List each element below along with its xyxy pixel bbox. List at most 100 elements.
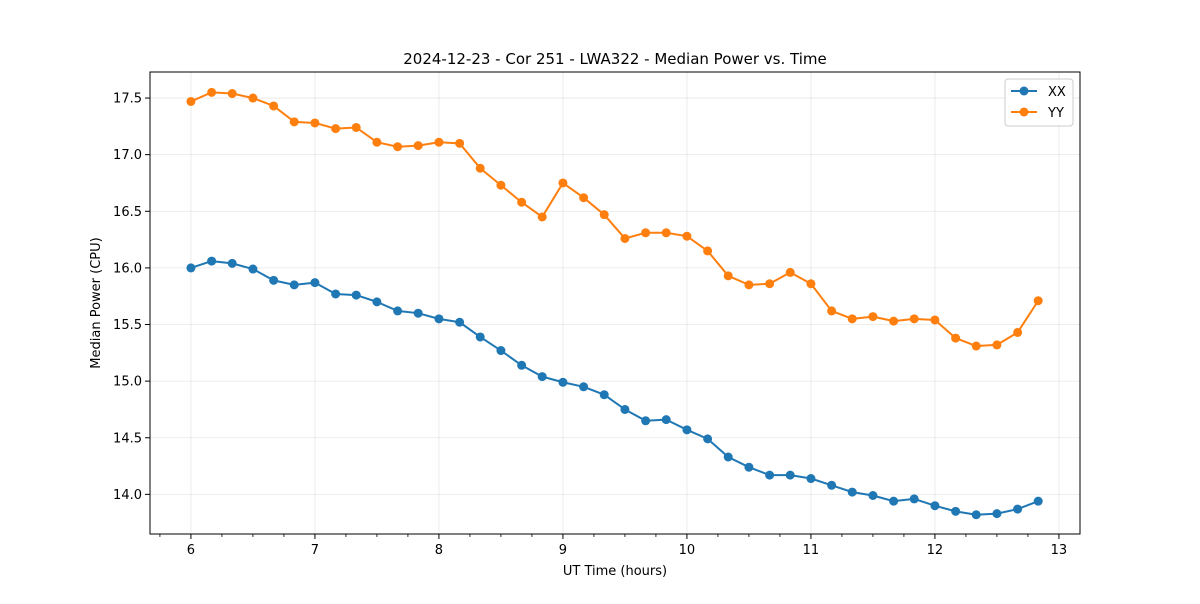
data-point-xx: [806, 474, 816, 484]
y-tick-label: 16.5: [113, 205, 142, 220]
data-point-yy: [785, 267, 795, 277]
data-point-xx: [496, 346, 506, 356]
data-point-xx: [992, 509, 1002, 519]
x-axis-label: UT Time (hours): [563, 564, 667, 579]
data-point-xx: [641, 416, 651, 426]
series-line-xx: [190, 260, 1039, 516]
legend-marker-yy: [1019, 107, 1029, 117]
data-point-xx: [289, 280, 299, 290]
data-point-xx: [372, 297, 382, 307]
y-tick-label: 15.5: [113, 318, 142, 333]
data-point-yy: [971, 341, 981, 351]
data-point-xx: [517, 360, 527, 370]
y-tick-label: 17.0: [113, 148, 142, 163]
data-point-yy: [413, 141, 423, 151]
x-tick-label: 12: [927, 543, 944, 558]
data-point-xx: [1013, 504, 1023, 514]
data-point-xx: [847, 487, 857, 497]
data-point-yy: [723, 271, 733, 281]
data-point-xx: [227, 258, 237, 268]
data-point-yy: [909, 314, 919, 324]
legend: XX YY: [1004, 78, 1074, 127]
data-point-yy: [889, 316, 899, 326]
data-point-yy: [372, 137, 382, 147]
data-point-yy: [186, 96, 196, 106]
data-point-xx: [475, 332, 485, 342]
data-point-xx: [868, 491, 878, 500]
data-point-xx: [827, 480, 837, 490]
chart-title: 2024-12-23 - Cor 251 - LWA322 - Median P…: [403, 50, 827, 68]
data-point-yy: [847, 314, 857, 324]
y-tick-label: 14.0: [113, 488, 142, 503]
y-tick-label: 14.5: [113, 431, 142, 446]
data-point-yy: [310, 118, 320, 128]
data-point-xx: [351, 290, 361, 300]
y-tick-label: 17.5: [113, 92, 142, 107]
data-point-xx: [1033, 496, 1043, 506]
legend-marker-xx: [1019, 86, 1029, 96]
data-point-yy: [537, 212, 547, 222]
data-point-yy: [558, 178, 568, 188]
grid-layer: [150, 72, 1080, 534]
data-point-xx: [971, 510, 981, 520]
data-point-xx: [434, 314, 444, 324]
data-point-xx: [207, 256, 217, 266]
x-tick-label: 6: [187, 543, 195, 558]
data-point-yy: [951, 333, 961, 343]
y-tick-label: 15.0: [113, 375, 142, 390]
plot-frame: [149, 71, 1081, 535]
data-point-yy: [703, 246, 713, 256]
data-point-yy: [517, 197, 527, 207]
data-point-xx: [889, 496, 899, 506]
data-point-yy: [827, 306, 837, 316]
data-point-yy: [269, 101, 279, 111]
data-point-yy: [930, 315, 940, 325]
data-point-xx: [537, 372, 547, 382]
data-point-yy: [455, 138, 465, 148]
data-point-xx: [248, 264, 258, 274]
data-point-yy: [765, 279, 775, 289]
series-layer: [186, 87, 1043, 520]
data-point-yy: [682, 231, 692, 241]
data-point-xx: [269, 275, 279, 285]
data-point-xx: [723, 452, 733, 462]
data-point-xx: [765, 470, 775, 480]
axis-layer: 6 7 8 9 10 11 12 13 14.0 14.5 15.0 15.5 16.0 16.5 17.0…: [113, 92, 1067, 558]
legend-label-yy: YY: [1047, 106, 1064, 121]
x-tick-label: 9: [559, 543, 567, 558]
x-tick-label: 10: [679, 543, 696, 558]
x-tick-label: 7: [311, 543, 319, 558]
data-point-yy: [289, 117, 299, 127]
y-axis-label: Median Power (CPU): [89, 237, 104, 368]
data-point-yy: [992, 340, 1002, 350]
data-point-yy: [1013, 327, 1023, 337]
data-point-yy: [475, 163, 485, 173]
data-point-yy: [661, 228, 671, 238]
x-tick-label: 11: [803, 543, 820, 558]
data-point-xx: [682, 425, 692, 435]
data-point-yy: [331, 124, 341, 134]
data-point-xx: [930, 501, 940, 511]
data-point-yy: [496, 180, 506, 190]
data-point-yy: [868, 312, 878, 322]
data-point-xx: [310, 278, 320, 288]
data-point-yy: [599, 210, 609, 220]
data-point-xx: [393, 306, 403, 316]
data-point-xx: [620, 404, 630, 414]
data-point-yy: [393, 142, 403, 152]
data-point-yy: [620, 233, 630, 243]
data-point-yy: [744, 280, 754, 290]
data-point-xx: [413, 308, 423, 318]
series-line-yy: [190, 91, 1040, 348]
x-tick-label: 13: [1051, 543, 1068, 558]
data-point-yy: [1033, 296, 1043, 306]
data-point-yy: [227, 89, 237, 99]
data-point-yy: [207, 87, 217, 97]
data-point-xx: [951, 506, 961, 516]
y-tick-label: 16.0: [113, 261, 142, 276]
data-point-xx: [579, 382, 589, 392]
data-point-xx: [331, 289, 341, 299]
data-point-yy: [248, 93, 258, 103]
data-point-xx: [558, 377, 568, 387]
